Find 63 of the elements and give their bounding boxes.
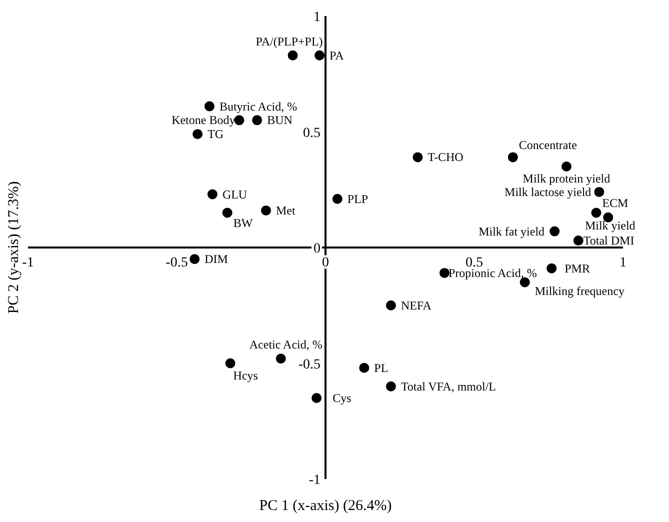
point	[412, 152, 423, 162]
series-label: BUN	[267, 113, 293, 128]
series-label: DIM	[204, 252, 228, 266]
series-label: Milk fat yield	[478, 224, 545, 238]
series-label: T-CHO	[428, 150, 464, 164]
series-label: Milking frequency	[534, 284, 624, 298]
y-tick-label: 1	[314, 10, 320, 25]
point	[332, 194, 342, 204]
series-label: Total VFA, mmol/L	[400, 379, 496, 394]
point	[573, 236, 584, 246]
series-label: PA	[330, 48, 344, 62]
point	[225, 358, 236, 368]
x-axis-title: PC 1 (x-axis) (26.4%)	[259, 498, 392, 514]
point	[520, 277, 530, 288]
point	[234, 115, 244, 126]
series-label: Met	[276, 203, 296, 218]
series-label: PL	[374, 360, 388, 375]
y-tick-label: -0.5	[298, 357, 320, 372]
x-tick-label: 1	[620, 256, 626, 270]
y-tick-label: 0.5	[303, 126, 320, 141]
x-tick-label: -0.5	[166, 256, 188, 270]
series-label: PA/(PLP+PL)	[256, 34, 323, 48]
point	[594, 186, 604, 197]
series-label: Milk protein yield	[522, 171, 610, 186]
series-label: ECM	[602, 196, 629, 210]
series-label: TG	[208, 127, 224, 142]
point	[261, 205, 271, 216]
point	[312, 392, 322, 403]
y-tick-label: 0	[314, 242, 320, 256]
point	[288, 50, 298, 60]
point	[222, 208, 232, 218]
point	[508, 152, 518, 162]
point	[440, 268, 450, 278]
series-label: Concentrate	[518, 138, 577, 152]
series-label: Cys	[332, 390, 352, 405]
series-label: PMR	[564, 261, 590, 276]
series-label: Total DMI	[583, 234, 634, 248]
series-label: BW	[233, 216, 254, 230]
point	[314, 50, 325, 60]
series-label: PLP	[347, 192, 368, 206]
point	[204, 101, 214, 112]
point	[546, 263, 557, 274]
point	[561, 161, 572, 172]
point	[550, 226, 560, 236]
x-tick-label: -1	[22, 256, 34, 270]
series-label: Ketone Body	[172, 113, 236, 128]
y-tick-label: -1	[308, 473, 320, 488]
point	[252, 115, 262, 126]
point	[207, 189, 218, 200]
series-label: Milk lactose yield	[504, 184, 592, 199]
point	[591, 208, 602, 218]
point	[386, 381, 396, 392]
series-label: Hcys	[233, 368, 258, 382]
series-label: Butyric Acid, %	[219, 99, 298, 114]
point	[359, 362, 370, 373]
series-label: Acetic Acid, %	[249, 338, 322, 352]
point	[386, 300, 396, 310]
series-label: GLU	[222, 187, 248, 202]
point	[190, 254, 200, 264]
point	[276, 354, 286, 364]
series-label: NEFA	[400, 298, 432, 312]
series-label: Milk yield	[584, 218, 636, 232]
point	[192, 129, 203, 140]
